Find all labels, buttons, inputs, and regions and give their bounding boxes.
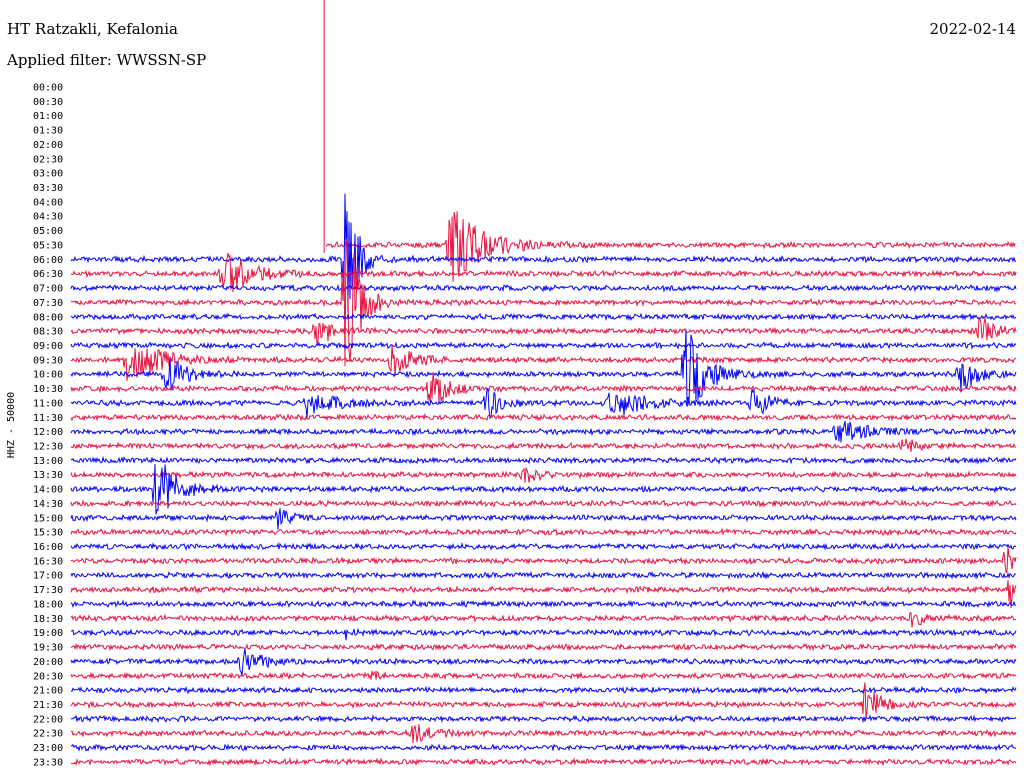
filter-label: Applied filter: WWSSN-SP <box>7 51 207 69</box>
tick-label-2030: 20:30 <box>33 671 63 682</box>
trace-2330 <box>70 757 1017 767</box>
trace-2300 <box>70 743 1017 752</box>
trace-1730 <box>70 580 1017 609</box>
tick-label-1400: 14:00 <box>33 485 63 496</box>
tick-label-0030: 00:30 <box>33 97 63 108</box>
date-label: 2022-02-14 <box>929 20 1016 38</box>
trace-0830 <box>70 317 1017 345</box>
trace-1830 <box>70 612 1017 628</box>
tick-label-1900: 19:00 <box>33 628 63 639</box>
tick-label-0500: 05:00 <box>33 226 63 237</box>
trace-0530 <box>325 211 1016 283</box>
tick-label-1230: 12:30 <box>33 442 63 453</box>
tick-label-0400: 04:00 <box>33 197 63 208</box>
tick-label-2100: 21:00 <box>33 686 63 697</box>
trace-1330 <box>70 467 1017 483</box>
tick-label-1700: 17:00 <box>33 571 63 582</box>
trace-1800 <box>70 599 1017 609</box>
tick-label-1630: 16:30 <box>33 556 63 567</box>
tick-label-0330: 03:30 <box>33 183 63 194</box>
trace-1400 <box>70 464 1017 515</box>
traces-group <box>70 0 1017 767</box>
tick-label-0530: 05:30 <box>33 240 63 251</box>
tick-label-0130: 01:30 <box>33 126 63 137</box>
trace-1600 <box>70 541 1017 552</box>
tick-label-1200: 12:00 <box>33 427 63 438</box>
trace-2000 <box>70 648 1017 676</box>
tick-label-0100: 01:00 <box>33 111 63 122</box>
trace-1130 <box>70 412 1017 422</box>
tick-label-0730: 07:30 <box>33 298 63 309</box>
trace-1100 <box>70 388 1017 420</box>
tick-label-0300: 03:00 <box>33 169 63 180</box>
tick-label-0830: 08:30 <box>33 327 63 338</box>
trace-0800 <box>70 312 1017 322</box>
station-title: HT Ratzakli, Kefalonia <box>7 20 178 38</box>
tick-label-1130: 11:30 <box>33 413 63 424</box>
trace-0700 <box>70 283 1017 293</box>
trace-1900 <box>70 627 1017 641</box>
trace-2100 <box>70 685 1017 695</box>
tick-label-0900: 09:00 <box>33 341 63 352</box>
trace-1930 <box>70 642 1017 652</box>
trace-0600 <box>70 193 1017 313</box>
tick-label-1830: 18:30 <box>33 614 63 625</box>
trace-1630 <box>70 546 1017 574</box>
tick-label-0930: 09:30 <box>33 355 63 366</box>
tick-label-1500: 15:00 <box>33 513 63 524</box>
tick-label-1530: 15:30 <box>33 528 63 539</box>
tick-label-1930: 19:30 <box>33 643 63 654</box>
tick-label-1330: 13:30 <box>33 470 63 481</box>
trace-1200 <box>70 420 1017 443</box>
tick-label-0200: 02:00 <box>33 140 63 151</box>
tick-label-2300: 23:00 <box>33 743 63 754</box>
tick-label-1300: 13:00 <box>33 456 63 467</box>
trace-1430 <box>70 498 1017 508</box>
trace-1530 <box>70 527 1017 537</box>
tick-label-1430: 14:30 <box>33 499 63 510</box>
trace-2200 <box>70 714 1017 724</box>
trace-0900 <box>70 341 1017 350</box>
tick-label-2000: 20:00 <box>33 657 63 668</box>
tick-label-2200: 22:00 <box>33 714 63 725</box>
tick-label-1800: 18:00 <box>33 599 63 610</box>
y-axis-label: HHZ - 50000 <box>6 392 17 458</box>
tick-label-0630: 06:30 <box>33 269 63 280</box>
trace-2130 <box>70 682 1017 718</box>
trace-2230 <box>70 724 1017 744</box>
trace-0730 <box>70 238 1017 367</box>
trace-1500 <box>70 508 1017 530</box>
tick-label-1000: 10:00 <box>33 370 63 381</box>
tick-label-0230: 02:30 <box>33 154 63 165</box>
trace-0630 <box>70 252 1017 293</box>
tick-label-2130: 21:30 <box>33 700 63 711</box>
tick-label-1030: 10:30 <box>33 384 63 395</box>
tick-label-0000: 00:00 <box>33 83 63 94</box>
tick-label-1100: 11:00 <box>33 398 63 409</box>
tick-labels-group: 00:00 00:30 01:00 01:30 02:00 02:30 03:00 03:30… <box>33 83 63 769</box>
tick-label-0600: 06:00 <box>33 255 63 266</box>
tick-label-0700: 07:00 <box>33 284 63 295</box>
trace-1300 <box>70 455 1017 465</box>
tick-label-1600: 16:00 <box>33 542 63 553</box>
trace-0930 <box>70 344 1017 381</box>
trace-1030 <box>70 372 1017 403</box>
trace-1000 <box>70 329 1017 405</box>
tick-label-2330: 23:30 <box>33 757 63 768</box>
tick-label-1730: 17:30 <box>33 585 63 596</box>
tick-label-0430: 04:30 <box>33 212 63 223</box>
trace-1700 <box>70 570 1017 580</box>
tick-label-0800: 08:00 <box>33 312 63 323</box>
trace-1230 <box>70 438 1017 452</box>
tick-label-2230: 22:30 <box>33 729 63 740</box>
trace-2030 <box>70 670 1017 681</box>
